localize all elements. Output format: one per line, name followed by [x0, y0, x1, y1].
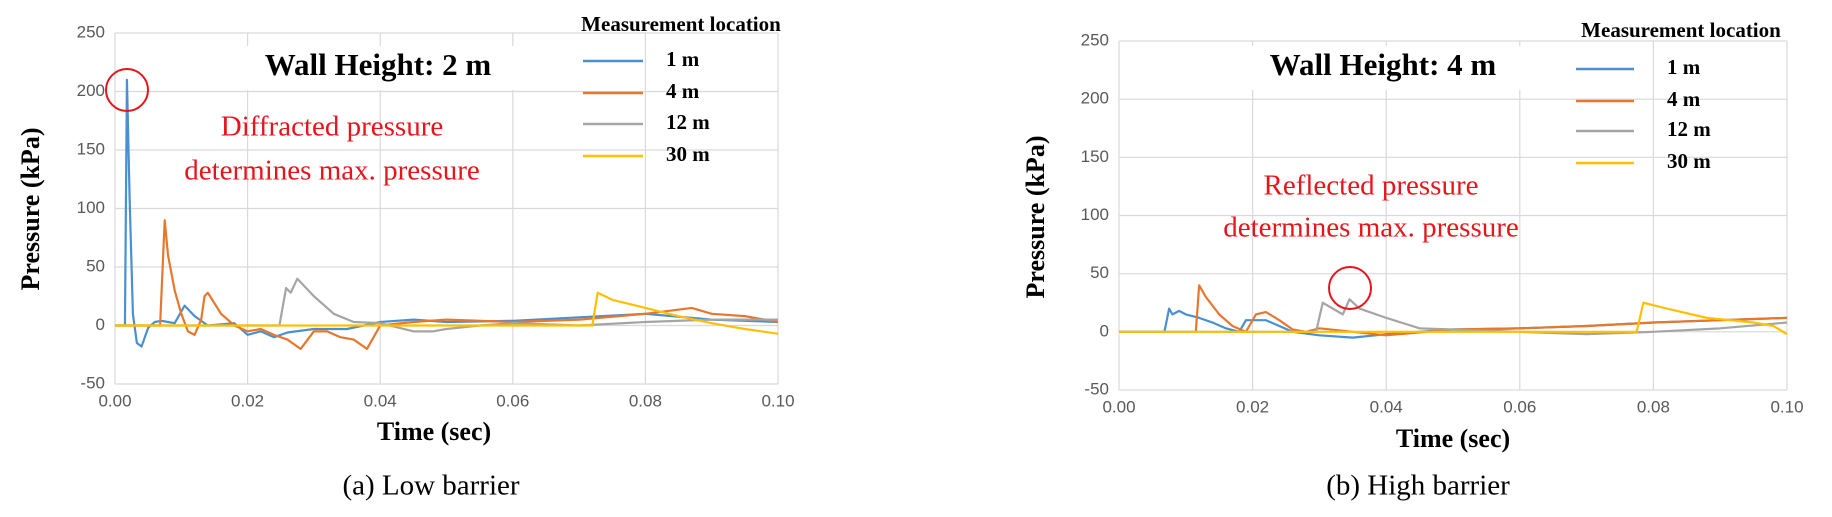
x-tick-label: 0.04 — [364, 391, 397, 410]
x-axis-label: Time (sec) — [377, 417, 491, 446]
y-tick-label: 0 — [1100, 321, 1109, 340]
y-axis-label: Pressure (kPa) — [1021, 136, 1050, 299]
legend-label: 1 m — [1667, 55, 1701, 79]
x-tick-label: 0.06 — [496, 391, 529, 410]
y-tick-label: 250 — [77, 22, 105, 41]
x-tick-label: 0.04 — [1370, 397, 1403, 416]
legend-label: 4 m — [1667, 87, 1701, 111]
series-line — [1119, 298, 1788, 336]
y-tick-label: 100 — [1081, 205, 1109, 224]
x-tick-label: 0.00 — [1102, 397, 1135, 416]
legend-title: Measurement location — [581, 12, 781, 36]
legend-label: 1 m — [666, 47, 700, 71]
highlight-circle — [1328, 266, 1372, 310]
y-tick-label: 150 — [77, 139, 105, 158]
plot: -50 0 50 100 150 200 250 0.00 0.02 0.04 0.06 0.08 0.… — [77, 22, 795, 410]
series-line — [115, 291, 779, 335]
annotation: determines max. pressure — [184, 155, 480, 187]
chart-title: Wall Height: 4 m — [1270, 47, 1497, 82]
y-tick-label: -50 — [1084, 379, 1109, 398]
series-line — [115, 78, 779, 348]
legend-label: 12 m — [1667, 117, 1711, 141]
y-tick-label: 150 — [1081, 147, 1109, 166]
x-tick-label: 0.00 — [98, 391, 131, 410]
x-tick-label: 0.08 — [629, 391, 662, 410]
series-line — [1119, 284, 1788, 337]
legend-label: 30 m — [1667, 149, 1711, 173]
series-line — [115, 219, 779, 350]
y-tick-label: 50 — [1090, 263, 1109, 282]
y-tick-label: 0 — [96, 315, 105, 334]
caption: (b) High barrier — [1326, 470, 1510, 502]
x-tick-label: 0.06 — [1503, 397, 1536, 416]
title-backdrop — [228, 46, 528, 90]
legend-label: 4 m — [666, 79, 700, 103]
highlight-circle — [105, 68, 149, 112]
y-axis-label: Pressure (kPa) — [16, 128, 45, 291]
x-tick-label: 0.02 — [1236, 397, 1269, 416]
x-tick-label: 0.10 — [1770, 397, 1803, 416]
title-backdrop — [1233, 46, 1533, 90]
caption: (a) Low barrier — [342, 470, 519, 502]
x-axis-label: Time (sec) — [1396, 424, 1510, 453]
plot: -50 0 50 100 150 200 250 0.00 0.02 0.04 0.06 0.08 0.… — [1081, 30, 1804, 416]
chart-title: Wall Height: 2 m — [265, 47, 492, 82]
legend-label: 30 m — [666, 142, 710, 166]
y-tick-label: -50 — [80, 373, 105, 392]
legend-label: 12 m — [666, 110, 710, 134]
annotation: Reflected pressure — [1264, 170, 1479, 202]
y-tick-label: 200 — [77, 81, 105, 100]
annotation: Diffracted pressure — [221, 111, 444, 143]
legend-title: Measurement location — [1581, 18, 1781, 42]
y-tick-label: 100 — [77, 198, 105, 217]
x-tick-label: 0.10 — [761, 391, 794, 410]
x-tick-label: 0.08 — [1637, 397, 1670, 416]
series-line — [1119, 301, 1788, 336]
x-tick-label: 0.02 — [231, 391, 264, 410]
y-tick-label: 50 — [86, 256, 105, 275]
annotation: determines max. pressure — [1223, 212, 1519, 244]
y-tick-label: 250 — [1081, 30, 1109, 49]
y-tick-label: 200 — [1081, 89, 1109, 108]
